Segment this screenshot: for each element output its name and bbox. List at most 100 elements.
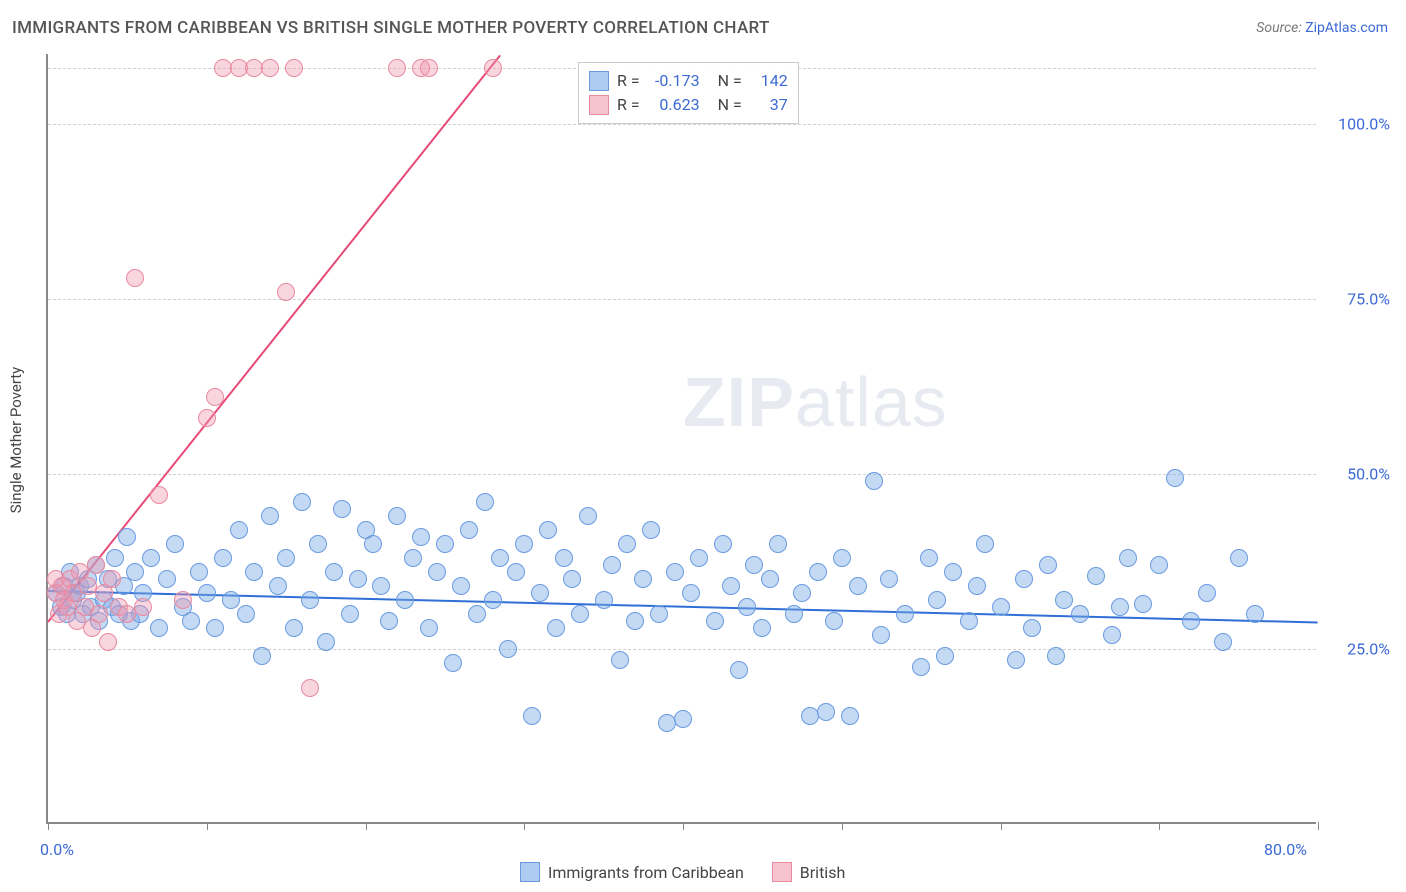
data-point (452, 577, 470, 595)
stat-value-n: 142 (750, 69, 788, 93)
data-point (817, 703, 835, 721)
data-point (126, 269, 144, 287)
data-point (865, 472, 883, 490)
stat-value-r: -0.173 (648, 69, 700, 93)
legend-swatch (589, 71, 609, 91)
data-point (722, 577, 740, 595)
data-point (118, 528, 136, 546)
data-point (420, 619, 438, 637)
data-point (301, 591, 319, 609)
data-point (150, 486, 168, 504)
data-point (174, 591, 192, 609)
data-point (690, 549, 708, 567)
data-point (166, 535, 184, 553)
data-point (1111, 598, 1129, 616)
data-point (666, 563, 684, 581)
data-point (237, 605, 255, 623)
data-point (634, 570, 652, 588)
data-point (833, 549, 851, 567)
source-label: Source: (1256, 20, 1301, 36)
data-point (706, 612, 724, 630)
data-point (745, 556, 763, 574)
data-point (1182, 612, 1200, 630)
data-point (1119, 549, 1137, 567)
data-point (349, 570, 367, 588)
data-point (920, 549, 938, 567)
data-point (753, 619, 771, 637)
stat-label-n: N = (718, 93, 742, 117)
data-point (1007, 651, 1025, 669)
data-point (190, 563, 208, 581)
data-point (269, 577, 287, 595)
data-point (936, 647, 954, 665)
data-point (484, 591, 502, 609)
y-tick-label: 75.0% (1322, 290, 1390, 309)
data-point (1214, 633, 1232, 651)
data-point (277, 549, 295, 567)
gridline-h (48, 299, 1316, 300)
stat-label-r: R = (617, 69, 640, 93)
data-point (1103, 626, 1121, 644)
data-point (714, 535, 732, 553)
x-tick (524, 822, 525, 830)
data-point (134, 598, 152, 616)
data-point (611, 651, 629, 669)
data-point (1071, 605, 1089, 623)
data-point (1015, 570, 1033, 588)
data-point (444, 654, 462, 672)
data-point (285, 619, 303, 637)
data-point (539, 521, 557, 539)
data-point (626, 612, 644, 630)
data-point (285, 59, 303, 77)
stats-legend: R =-0.173N =142R =0.623N =37 (578, 62, 799, 124)
data-point (563, 570, 581, 588)
data-point (150, 619, 168, 637)
gridline-h (48, 649, 1316, 650)
x-tick-label: 0.0% (40, 840, 74, 859)
data-point (436, 535, 454, 553)
chart-title: IMMIGRANTS FROM CARIBBEAN VS BRITISH SIN… (12, 18, 770, 38)
data-point (531, 584, 549, 602)
data-point (1246, 605, 1264, 623)
data-point (103, 570, 121, 588)
data-point (499, 640, 517, 658)
data-point (825, 612, 843, 630)
data-point (90, 605, 108, 623)
data-point (277, 283, 295, 301)
data-point (515, 535, 533, 553)
data-point (293, 493, 311, 511)
legend-swatch (589, 95, 609, 115)
data-point (198, 584, 216, 602)
data-point (396, 591, 414, 609)
data-point (261, 59, 279, 77)
data-point (738, 598, 756, 616)
data-point (674, 710, 692, 728)
legend-swatch (772, 862, 792, 882)
data-point (99, 633, 117, 651)
source-link[interactable]: ZipAtlas.com (1305, 20, 1388, 36)
data-point (404, 549, 422, 567)
data-point (460, 521, 478, 539)
data-point (420, 59, 438, 77)
data-point (1150, 556, 1168, 574)
data-point (976, 535, 994, 553)
data-point (523, 707, 541, 725)
data-point (849, 577, 867, 595)
data-point (872, 626, 890, 644)
y-tick-label: 100.0% (1322, 115, 1390, 134)
stat-value-r: 0.623 (648, 93, 700, 117)
data-point (1087, 567, 1105, 585)
data-point (968, 577, 986, 595)
data-point (245, 563, 263, 581)
data-point (809, 563, 827, 581)
data-point (491, 549, 509, 567)
data-point (126, 563, 144, 581)
data-point (87, 556, 105, 574)
data-point (388, 59, 406, 77)
source-attribution: Source: ZipAtlas.com (1256, 20, 1388, 36)
data-point (595, 591, 613, 609)
data-point (769, 535, 787, 553)
data-point (960, 612, 978, 630)
data-point (642, 521, 660, 539)
data-point (142, 549, 160, 567)
